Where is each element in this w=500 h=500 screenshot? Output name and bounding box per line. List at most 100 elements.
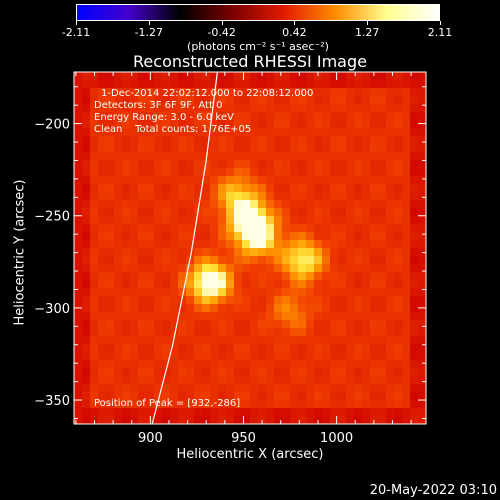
heatmap-cell xyxy=(330,128,339,137)
heatmap-cell xyxy=(338,248,347,257)
heatmap-cell xyxy=(402,168,411,177)
heatmap-cell xyxy=(314,376,323,385)
heatmap-cell xyxy=(210,272,219,281)
heatmap-cell xyxy=(378,280,387,289)
heatmap-cell xyxy=(98,376,107,385)
heatmap-cell xyxy=(322,216,331,225)
heatmap-cell xyxy=(306,328,315,337)
heatmap-cell xyxy=(186,368,195,377)
heatmap-cell xyxy=(170,192,179,201)
heatmap-cell xyxy=(74,392,83,401)
heatmap-cell xyxy=(370,328,379,337)
heatmap-cell xyxy=(130,368,139,377)
heatmap-cell xyxy=(82,304,91,313)
heatmap-cell xyxy=(258,112,267,121)
heatmap-cell xyxy=(274,224,283,233)
heatmap-cell xyxy=(378,144,387,153)
heatmap-cell xyxy=(154,120,163,129)
heatmap-cell xyxy=(186,144,195,153)
heatmap-cell xyxy=(306,152,315,161)
heatmap-cell xyxy=(354,192,363,201)
heatmap-cell xyxy=(178,352,187,361)
heatmap-cell xyxy=(378,264,387,273)
heatmap-cell xyxy=(170,264,179,273)
heatmap-cell xyxy=(146,360,155,369)
heatmap-cell xyxy=(402,192,411,201)
heatmap-cell xyxy=(290,320,299,329)
heatmap-cell xyxy=(266,408,275,417)
heatmap-cell xyxy=(106,200,115,209)
heatmap-cell xyxy=(210,224,219,233)
heatmap-cell xyxy=(250,336,259,345)
heatmap-cell xyxy=(266,320,275,329)
heatmap-cell xyxy=(314,104,323,113)
heatmap-cell xyxy=(146,144,155,153)
heatmap-cell xyxy=(170,128,179,137)
heatmap-cell xyxy=(330,184,339,193)
heatmap-cell xyxy=(402,272,411,281)
heatmap-cell xyxy=(362,312,371,321)
heatmap-cell xyxy=(290,408,299,417)
heatmap-cell xyxy=(394,80,403,89)
heatmap-cell xyxy=(106,104,115,113)
heatmap-cell xyxy=(258,208,267,217)
heatmap-cell xyxy=(338,312,347,321)
heatmap-cell xyxy=(250,120,259,129)
heatmap-cell xyxy=(322,144,331,153)
heatmap-cell xyxy=(82,376,91,385)
heatmap-cell xyxy=(298,176,307,185)
heatmap-cell xyxy=(242,400,251,409)
heatmap-cell xyxy=(90,344,99,353)
heatmap-cell xyxy=(370,256,379,265)
heatmap-cell xyxy=(338,224,347,233)
heatmap-cell xyxy=(394,344,403,353)
heatmap-cell xyxy=(242,112,251,121)
heatmap-cell xyxy=(322,208,331,217)
heatmap-cell xyxy=(226,376,235,385)
heatmap-cell xyxy=(106,232,115,241)
heatmap-cell xyxy=(186,400,195,409)
heatmap-cell xyxy=(298,288,307,297)
heatmap-cell xyxy=(338,408,347,417)
heatmap-cell xyxy=(210,304,219,313)
heatmap-cell xyxy=(386,408,395,417)
heatmap-cell xyxy=(210,144,219,153)
heatmap-cell xyxy=(82,408,91,417)
heatmap-cell xyxy=(386,352,395,361)
heatmap-cell xyxy=(170,384,179,393)
heatmap-cell xyxy=(154,392,163,401)
heatmap-cell xyxy=(394,312,403,321)
heatmap-cell xyxy=(306,72,315,81)
heatmap-cell xyxy=(98,120,107,129)
heatmap-cell xyxy=(74,280,83,289)
heatmap-cell xyxy=(314,240,323,249)
heatmap-cell xyxy=(202,232,211,241)
heatmap-cell xyxy=(314,352,323,361)
heatmap-cell xyxy=(202,368,211,377)
heatmap-cell xyxy=(338,368,347,377)
heatmap-cell xyxy=(306,200,315,209)
heatmap-cell xyxy=(282,224,291,233)
heatmap-cell xyxy=(90,240,99,249)
heatmap-cell xyxy=(290,336,299,345)
heatmap-cell xyxy=(402,400,411,409)
heatmap-cell xyxy=(186,104,195,113)
heatmap-cell xyxy=(74,416,83,425)
heatmap-cell xyxy=(114,288,123,297)
heatmap-cell xyxy=(170,416,179,425)
heatmap-cell xyxy=(306,304,315,313)
heatmap-cell xyxy=(354,160,363,169)
heatmap-cell xyxy=(370,280,379,289)
heatmap-cell xyxy=(98,128,107,137)
chart-title: Reconstructed RHESSI Image xyxy=(133,52,367,71)
heatmap-cell xyxy=(162,88,171,97)
heatmap-cell xyxy=(370,360,379,369)
heatmap-cell xyxy=(218,120,227,129)
heatmap-cell xyxy=(242,88,251,97)
heatmap-cell xyxy=(362,136,371,145)
heatmap-cell xyxy=(354,96,363,105)
heatmap-cell xyxy=(362,352,371,361)
heatmap-cell xyxy=(178,416,187,425)
heatmap-cell xyxy=(162,352,171,361)
heatmap-cell xyxy=(154,200,163,209)
